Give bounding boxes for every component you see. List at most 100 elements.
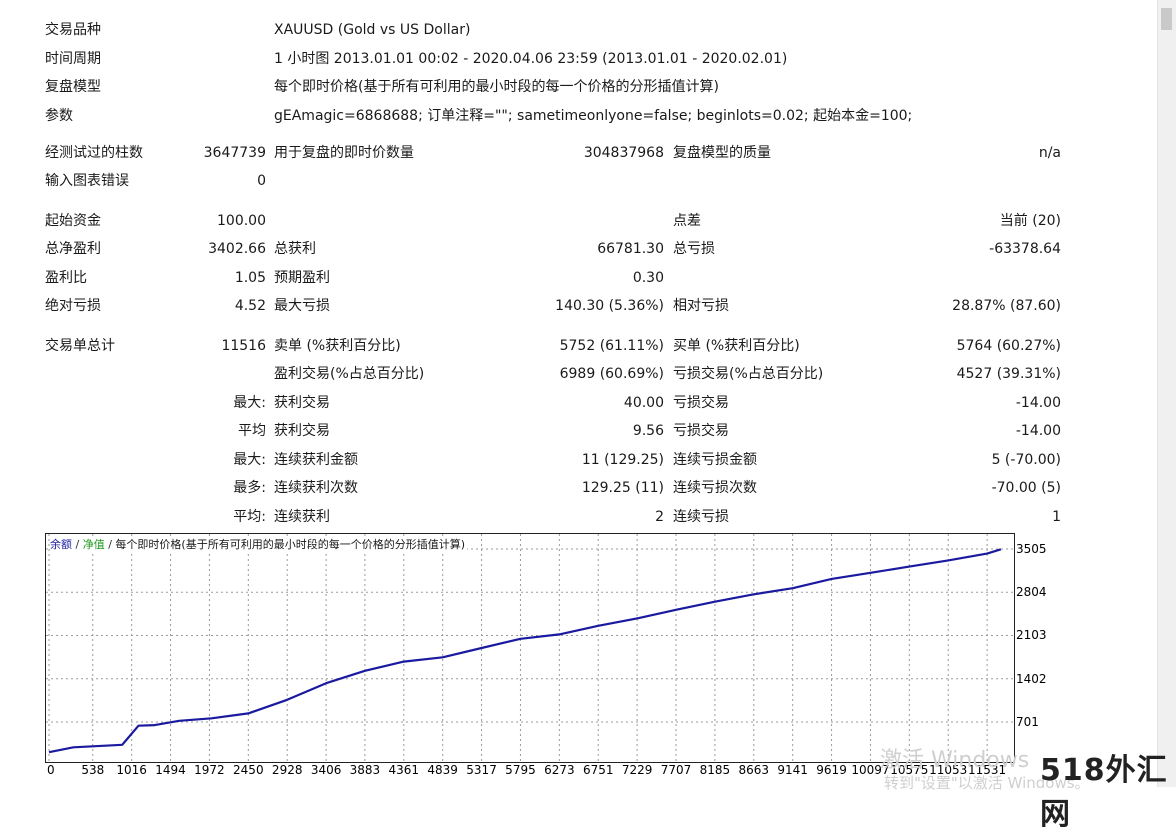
x-tick-label: 3883 bbox=[349, 763, 381, 777]
balance-line bbox=[48, 548, 1002, 754]
period-value: 1 小时图 2013.01.01 00:02 - 2020.04.06 23:5… bbox=[274, 51, 788, 67]
consec-loss-money-label: 连续亏损金额 bbox=[673, 452, 757, 468]
y-tick-label: 1402 bbox=[1016, 671, 1047, 686]
average-loss-label: 亏损交易 bbox=[673, 423, 729, 439]
expected-payoff-label: 预期盈利 bbox=[274, 270, 330, 286]
largest-loss-label: 亏损交易 bbox=[673, 395, 729, 411]
x-tick-label: 3406 bbox=[310, 763, 342, 777]
average-profit-value: 9.56 bbox=[632, 423, 664, 439]
deposit-value: 100.00 bbox=[217, 213, 266, 229]
balance-chart: 余额 / 净值 / 每个即时价格(基于所有可利用的最小时段的每一个价格的分形插值… bbox=[45, 533, 1015, 763]
consec-wins-money-label: 连续获利金额 bbox=[274, 452, 358, 468]
consec-wins-money-value: 11 (129.25) bbox=[581, 452, 664, 468]
profit-trades-value: 6989 (60.69%) bbox=[559, 366, 664, 382]
x-tick-label: 4361 bbox=[388, 763, 420, 777]
max-drawdown-value: 140.30 (5.36%) bbox=[555, 298, 664, 314]
largest-profit-label: 获利交易 bbox=[274, 395, 330, 411]
x-tick-label: 0 bbox=[47, 763, 55, 777]
quality-label: 复盘模型的质量 bbox=[673, 145, 771, 161]
legend-separator: / bbox=[72, 538, 83, 551]
short-positions-value: 5752 (61.11%) bbox=[559, 338, 664, 354]
y-tick-label: 3505 bbox=[1016, 542, 1047, 557]
x-tick-label: 10097 bbox=[851, 763, 890, 777]
consec-loss-count-label: 连续亏损次数 bbox=[673, 480, 757, 496]
x-tick-label: 7707 bbox=[660, 763, 692, 777]
vertical-scrollbar[interactable] bbox=[1157, 0, 1176, 787]
period-label: 时间周期 bbox=[45, 51, 101, 67]
legend-separator: / bbox=[104, 538, 116, 551]
short-positions-label: 卖单 (%获利百分比) bbox=[274, 338, 401, 354]
errors-label: 输入图表错误 bbox=[45, 173, 129, 189]
profit-trades-label: 盈利交易(%占总百分比) bbox=[274, 366, 425, 382]
x-tick-label: 538 bbox=[81, 763, 105, 777]
absolute-drawdown-value: 4.52 bbox=[234, 298, 266, 314]
net-profit-label: 总净盈利 bbox=[45, 241, 101, 257]
consec-profit-count-label: 连续获利次数 bbox=[274, 480, 358, 496]
x-tick-label: 9619 bbox=[816, 763, 847, 777]
avg-consec-losses-value: 1 bbox=[1052, 509, 1061, 525]
scrollbar-thumb[interactable] bbox=[1161, 8, 1172, 30]
max-drawdown-label: 最大亏损 bbox=[274, 298, 330, 314]
maximal-label: 最多: bbox=[233, 480, 266, 496]
avg-consec-losses-label: 连续亏损 bbox=[673, 509, 729, 525]
relative-drawdown-value: 28.87% (87.60) bbox=[952, 298, 1061, 314]
x-tick-label: 11531 bbox=[968, 763, 1007, 777]
bars-label: 经测试过的柱数 bbox=[45, 145, 143, 161]
site-logo: 518外汇网 bbox=[1040, 753, 1168, 832]
balance-chart-plot bbox=[46, 534, 1014, 762]
x-tick-label: 1494 bbox=[155, 763, 186, 777]
symbol-label: 交易品种 bbox=[45, 22, 101, 38]
profit-factor-label: 盈利比 bbox=[45, 270, 87, 286]
x-tick-label: 7229 bbox=[621, 763, 653, 777]
chart-legend: 余额 / 净值 / 每个即时价格(基于所有可利用的最小时段的每一个价格的分形插值… bbox=[50, 538, 467, 551]
average-profit-label: 获利交易 bbox=[274, 423, 330, 439]
x-tick-label: 2928 bbox=[271, 763, 303, 777]
largest-profit-value: 40.00 bbox=[623, 395, 664, 411]
maximum-label: 最大: bbox=[233, 452, 266, 468]
x-tick-label: 11053 bbox=[929, 763, 968, 777]
total-trades-label: 交易单总计 bbox=[45, 338, 115, 354]
x-tick-label: 5795 bbox=[505, 763, 536, 777]
legend-model: 每个即时价格(基于所有可利用的最小时段的每一个价格的分形插值计算) bbox=[115, 538, 465, 551]
average-consec-label: 平均: bbox=[233, 509, 266, 525]
y-tick-label: 2804 bbox=[1016, 585, 1047, 600]
symbol-value: XAUUSD (Gold vs US Dollar) bbox=[274, 22, 471, 38]
activation-watermark: 激活 Windows bbox=[880, 748, 1030, 773]
gross-profit-value: 66781.30 bbox=[597, 241, 664, 257]
params-label: 参数 bbox=[45, 108, 73, 124]
params-value: gEAmagic=6868688; 订单注释=""; sametimeonlyo… bbox=[274, 108, 913, 124]
x-tick-label: 9141 bbox=[777, 763, 808, 777]
bars-value: 3647739 bbox=[203, 145, 266, 161]
x-tick-label: 6273 bbox=[544, 763, 575, 777]
long-positions-value: 5764 (60.27%) bbox=[956, 338, 1061, 354]
errors-value: 0 bbox=[257, 173, 266, 189]
profit-factor-value: 1.05 bbox=[234, 270, 266, 286]
ticks-label: 用于复盘的即时价数量 bbox=[274, 145, 414, 161]
deposit-label: 起始资金 bbox=[45, 213, 101, 229]
loss-trades-label: 亏损交易(%占总百分比) bbox=[673, 366, 824, 382]
expected-payoff-value: 0.30 bbox=[632, 270, 664, 286]
relative-drawdown-label: 相对亏损 bbox=[673, 298, 729, 314]
legend-equity: 净值 bbox=[82, 538, 105, 551]
gross-loss-label: 总亏损 bbox=[673, 241, 715, 257]
model-label: 复盘模型 bbox=[45, 79, 101, 95]
avg-consec-wins-label: 连续获利 bbox=[274, 509, 330, 525]
consec-loss-money-value: 5 (-70.00) bbox=[991, 452, 1061, 468]
spread-value: 当前 (20) bbox=[999, 213, 1061, 229]
x-tick-label: 8185 bbox=[699, 763, 731, 777]
spread-label: 点差 bbox=[673, 213, 701, 229]
ticks-value: 304837968 bbox=[583, 145, 664, 161]
loss-trades-value: 4527 (39.31%) bbox=[956, 366, 1061, 382]
x-tick-label: 1972 bbox=[194, 763, 225, 777]
net-profit-value: 3402.66 bbox=[208, 241, 266, 257]
x-tick-label: 1016 bbox=[116, 763, 147, 777]
legend-balance: 余额 bbox=[50, 538, 72, 551]
x-tick-label: 6751 bbox=[582, 763, 614, 777]
average-label: 平均 bbox=[238, 423, 266, 439]
x-tick-label: 2450 bbox=[233, 763, 264, 777]
total-trades-value: 11516 bbox=[221, 338, 266, 354]
y-tick-label: 701 bbox=[1016, 714, 1039, 729]
quality-value: n/a bbox=[1038, 145, 1061, 161]
consec-profit-count-value: 129.25 (11) bbox=[581, 480, 664, 496]
x-tick-label: 8663 bbox=[738, 763, 770, 777]
